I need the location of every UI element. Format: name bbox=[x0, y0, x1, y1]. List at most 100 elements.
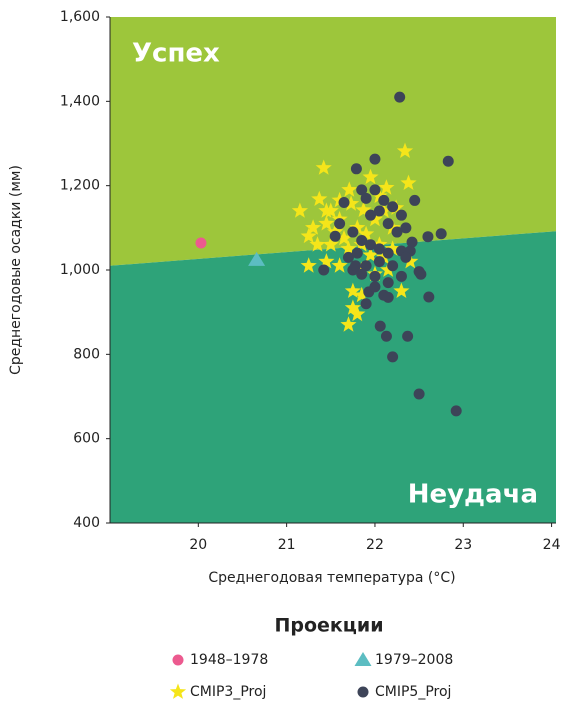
star-marker bbox=[343, 195, 360, 211]
dot-marker bbox=[395, 270, 407, 282]
star-marker bbox=[402, 253, 419, 269]
legend-label: 1979–2008 bbox=[375, 652, 453, 668]
dot-marker bbox=[342, 251, 354, 263]
star-marker bbox=[340, 240, 357, 256]
star-marker bbox=[362, 168, 379, 185]
star-marker bbox=[362, 246, 379, 263]
dot-marker bbox=[382, 277, 394, 289]
star-marker bbox=[400, 174, 417, 190]
star-marker bbox=[305, 219, 322, 235]
star-marker bbox=[371, 187, 388, 204]
star-marker bbox=[344, 299, 361, 315]
dot-marker bbox=[382, 291, 394, 303]
y-tick-label: 400 bbox=[73, 515, 100, 531]
dot-marker bbox=[413, 388, 425, 400]
x-tick-label: 21 bbox=[278, 537, 296, 553]
x-tick-label: 23 bbox=[454, 537, 472, 553]
star-marker bbox=[355, 201, 372, 217]
region-success bbox=[110, 17, 556, 266]
dot-marker bbox=[357, 686, 369, 698]
dot-marker bbox=[402, 330, 414, 342]
star-marker bbox=[349, 219, 366, 235]
dot-marker bbox=[387, 351, 399, 363]
triangle-marker bbox=[248, 251, 266, 266]
y-axis-label: Среднегодовые осадки (мм) bbox=[8, 165, 24, 375]
y-tick-label: 1,000 bbox=[60, 262, 100, 278]
star-marker bbox=[291, 202, 308, 218]
star-marker bbox=[378, 179, 395, 195]
star-marker bbox=[311, 190, 328, 206]
star-marker bbox=[396, 142, 414, 158]
dot-marker bbox=[415, 268, 427, 280]
dot-marker bbox=[394, 91, 406, 103]
star-marker bbox=[349, 305, 366, 322]
dot-marker bbox=[450, 405, 462, 417]
dot-marker bbox=[369, 281, 381, 293]
dot-marker bbox=[350, 163, 362, 175]
y-tick-label: 1,600 bbox=[60, 9, 100, 25]
legend-label: 1948–1978 bbox=[190, 652, 268, 668]
dot-marker bbox=[409, 194, 421, 206]
region-label: Неудача bbox=[408, 480, 538, 510]
dot-marker bbox=[195, 237, 207, 249]
dot-marker bbox=[172, 654, 184, 666]
dot-marker bbox=[373, 243, 385, 255]
dot-marker bbox=[338, 197, 350, 209]
dot-marker bbox=[369, 270, 381, 282]
dot-marker bbox=[423, 291, 435, 303]
y-tick-label: 600 bbox=[73, 431, 100, 447]
dot-marker bbox=[351, 247, 363, 259]
star-marker bbox=[169, 683, 187, 699]
dot-marker bbox=[356, 234, 368, 246]
star-marker bbox=[341, 181, 358, 197]
dot-marker bbox=[382, 218, 394, 230]
dot-marker bbox=[347, 226, 359, 238]
dot-marker bbox=[360, 298, 372, 310]
dot-marker bbox=[400, 222, 412, 234]
dot-marker bbox=[382, 247, 394, 259]
star-marker bbox=[353, 286, 370, 303]
dot-marker bbox=[360, 260, 372, 272]
dot-marker bbox=[369, 153, 381, 165]
dot-marker bbox=[406, 236, 418, 248]
star-marker bbox=[300, 257, 317, 273]
star-marker bbox=[380, 261, 397, 277]
triangle-marker bbox=[354, 652, 372, 666]
x-axis-label: Среднегодовая температура (°C) bbox=[208, 570, 455, 586]
dot-marker bbox=[365, 239, 377, 251]
star-marker bbox=[375, 248, 392, 265]
dot-marker bbox=[395, 209, 407, 221]
x-tick-label: 22 bbox=[366, 537, 384, 553]
star-marker bbox=[300, 227, 317, 244]
dot-marker bbox=[380, 330, 392, 342]
dot-marker bbox=[373, 205, 385, 217]
star-marker bbox=[393, 282, 410, 298]
dot-marker bbox=[360, 192, 372, 204]
dot-marker bbox=[373, 256, 385, 268]
dot-marker bbox=[378, 194, 390, 206]
dot-marker bbox=[435, 228, 447, 240]
legend-label: CMIP3_Proj bbox=[190, 684, 266, 700]
legend-title: Проекции bbox=[274, 615, 383, 637]
star-marker bbox=[318, 215, 335, 231]
dot-marker bbox=[422, 231, 434, 243]
y-tick-label: 1,200 bbox=[60, 178, 100, 194]
dot-marker bbox=[356, 268, 368, 280]
star-marker bbox=[309, 236, 326, 252]
dot-marker bbox=[329, 230, 341, 242]
dot-marker bbox=[387, 260, 399, 272]
region-failure bbox=[110, 231, 556, 523]
dot-marker bbox=[356, 184, 368, 196]
star-marker bbox=[318, 202, 335, 218]
dot-marker bbox=[369, 184, 381, 196]
star-marker bbox=[366, 210, 383, 227]
star-marker bbox=[344, 282, 361, 298]
dot-marker bbox=[318, 264, 330, 276]
star-marker bbox=[322, 236, 339, 252]
legend-label: CMIP5_Proj bbox=[375, 684, 451, 700]
dot-marker bbox=[350, 260, 362, 272]
y-tick-label: 1,400 bbox=[60, 93, 100, 109]
y-tick-label: 800 bbox=[73, 346, 100, 362]
star-marker bbox=[384, 219, 401, 235]
x-tick-label: 24 bbox=[543, 537, 561, 553]
